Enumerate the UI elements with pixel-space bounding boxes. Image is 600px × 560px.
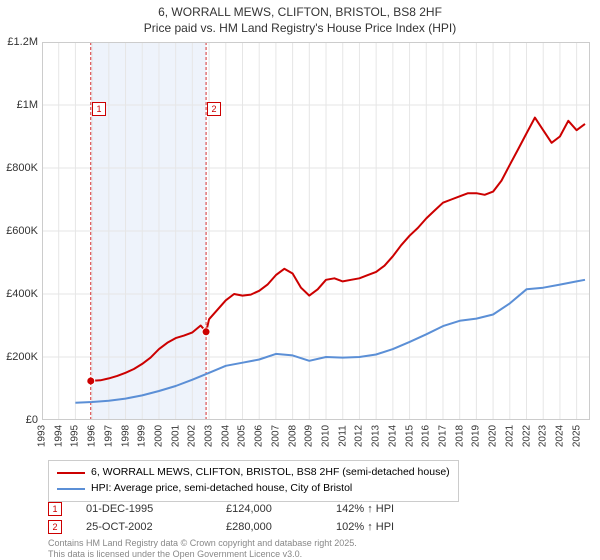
footer-attribution: Contains HM Land Registry data © Crown c… (48, 538, 357, 560)
x-tick-label: 2009 (304, 425, 315, 447)
x-tick-label: 2025 (571, 425, 582, 447)
footer-line-1: Contains HM Land Registry data © Crown c… (48, 538, 357, 549)
datapoints-table: 1 01-DEC-1995£124,000142% ↑ HPI 2 25-OCT-20… (48, 500, 446, 536)
chart-container: 6, WORRALL MEWS, CLIFTON, BRISTOL, BS8 2… (0, 0, 600, 560)
x-tick-label: 2001 (170, 425, 181, 447)
datapoint-marker: 1 (48, 502, 62, 516)
footer-line-2: This data is licensed under the Open Gov… (48, 549, 357, 560)
datapoint-row: 2 25-OCT-2002£280,000102% ↑ HPI (48, 518, 446, 536)
x-tick-label: 2010 (321, 425, 332, 447)
x-tick-label: 1996 (87, 425, 98, 447)
datapoint-pct: 102% ↑ HPI (336, 521, 446, 533)
x-tick-label: 1997 (103, 425, 114, 447)
x-tick-label: 2011 (337, 425, 348, 447)
x-tick-label: 1994 (53, 425, 64, 447)
x-tick-label: 2005 (237, 425, 248, 447)
datapoint-row: 1 01-DEC-1995£124,000142% ↑ HPI (48, 500, 446, 518)
y-tick-label: £800K (6, 162, 38, 174)
y-tick-label: £1M (17, 99, 38, 111)
x-tick-label: 1998 (120, 425, 131, 447)
y-tick-label: £600K (6, 225, 38, 237)
chart-title-block: 6, WORRALL MEWS, CLIFTON, BRISTOL, BS8 2… (0, 0, 600, 36)
x-axis: 1993199419951996199719981999200020012002… (42, 422, 590, 452)
x-tick-label: 2007 (270, 425, 281, 447)
x-tick-label: 1999 (137, 425, 148, 447)
annotation-marker: 2 (207, 102, 221, 116)
x-tick-label: 2023 (538, 425, 549, 447)
title-line-1: 6, WORRALL MEWS, CLIFTON, BRISTOL, BS8 2… (0, 4, 600, 20)
x-tick-label: 2014 (387, 425, 398, 447)
datapoint-date: 01-DEC-1995 (86, 503, 226, 515)
chart-svg (42, 42, 590, 420)
legend-item: 6, WORRALL MEWS, CLIFTON, BRISTOL, BS8 2… (57, 465, 450, 481)
x-tick-label: 2022 (521, 425, 532, 447)
y-tick-label: £200K (6, 351, 38, 363)
x-tick-label: 2018 (454, 425, 465, 447)
x-tick-label: 2013 (371, 425, 382, 447)
x-tick-label: 1995 (70, 425, 81, 447)
x-tick-label: 2000 (153, 425, 164, 447)
x-tick-label: 2015 (404, 425, 415, 447)
datapoint-marker: 2 (48, 520, 62, 534)
x-tick-label: 2002 (187, 425, 198, 447)
datapoint-date: 25-OCT-2002 (86, 521, 226, 533)
legend-label: 6, WORRALL MEWS, CLIFTON, BRISTOL, BS8 2… (91, 465, 450, 481)
x-tick-label: 2019 (471, 425, 482, 447)
annotation-marker: 1 (92, 102, 106, 116)
legend-swatch (57, 472, 85, 474)
x-tick-label: 2021 (504, 425, 515, 447)
x-tick-label: 2003 (204, 425, 215, 447)
legend: 6, WORRALL MEWS, CLIFTON, BRISTOL, BS8 2… (48, 460, 459, 502)
y-tick-label: £400K (6, 288, 38, 300)
datapoint-price: £124,000 (226, 503, 336, 515)
title-line-2: Price paid vs. HM Land Registry's House … (0, 20, 600, 36)
x-tick-label: 2024 (554, 425, 565, 447)
y-tick-label: £1.2M (7, 36, 38, 48)
datapoint-price: £280,000 (226, 521, 336, 533)
plot-area: 12 (42, 42, 590, 420)
y-axis: £0£200K£400K£600K£800K£1M£1.2M (0, 42, 40, 420)
x-tick-label: 2006 (254, 425, 265, 447)
x-tick-label: 2004 (220, 425, 231, 447)
datapoint-pct: 142% ↑ HPI (336, 503, 446, 515)
legend-label: HPI: Average price, semi-detached house,… (91, 481, 352, 497)
legend-item: HPI: Average price, semi-detached house,… (57, 481, 450, 497)
x-tick-label: 2020 (488, 425, 499, 447)
x-tick-label: 1993 (37, 425, 48, 447)
legend-swatch (57, 488, 85, 490)
x-tick-label: 2016 (421, 425, 432, 447)
x-tick-label: 2017 (437, 425, 448, 447)
x-tick-label: 2012 (354, 425, 365, 447)
x-tick-label: 2008 (287, 425, 298, 447)
